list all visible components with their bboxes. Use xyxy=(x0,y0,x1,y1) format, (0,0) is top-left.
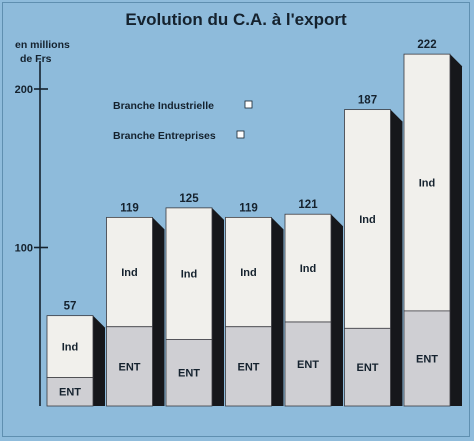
segment-label-ent: ENT xyxy=(178,368,200,380)
bar-segment-ent xyxy=(225,326,272,407)
segment-label-ind: Ind xyxy=(121,267,138,279)
chart-frame: Evolution du C.A. à l'export en millions… xyxy=(2,2,470,437)
legend-swatch-industrielle xyxy=(244,100,253,109)
legend-label-industrielle: Branche Industrielle xyxy=(113,100,214,112)
segment-label-ind: Ind xyxy=(62,342,79,354)
bar-total-label: 222 xyxy=(417,39,436,51)
bar-segment-ent xyxy=(403,310,451,407)
segment-label-ind: Ind xyxy=(359,214,376,226)
segment-label-ent: ENT xyxy=(59,387,81,399)
bar-shadow xyxy=(152,217,165,406)
bar-total-label: 57 xyxy=(64,301,77,313)
bar-segment-ent xyxy=(106,326,153,407)
bar-total-label: 125 xyxy=(179,193,199,205)
bars: Ind ENT 57 Ind ENT 119 Ind ENT 125 Ind ENT 119 Ind EN… xyxy=(46,39,462,407)
legend: Branche Industrielle Branche Entreprises xyxy=(113,100,253,142)
legend-label-entreprises: Branche Entreprises xyxy=(113,130,216,142)
y-axis: 100 200 xyxy=(15,61,48,406)
bar-segment-ent xyxy=(284,321,332,407)
y-tick-label: 200 xyxy=(15,84,33,96)
segment-label-ent: ENT xyxy=(416,353,438,365)
bar-shadow xyxy=(212,207,224,406)
bar-segment-ind xyxy=(403,53,451,312)
y-axis-unit-line-2: de Frs xyxy=(20,53,52,65)
bar-group: Ind ENT 222 xyxy=(403,39,462,407)
bar-shadow xyxy=(331,214,343,406)
bar-segment-ent xyxy=(46,377,94,407)
segment-label-ent: ENT xyxy=(297,359,319,371)
bar-total-label: 187 xyxy=(358,95,377,107)
segment-label-ind: Ind xyxy=(181,269,198,281)
y-axis-unit-line-1: en millions xyxy=(15,39,70,51)
bar-shadow xyxy=(450,54,462,406)
legend-swatch-entreprises xyxy=(236,130,245,139)
bar-total-label: 119 xyxy=(120,202,139,214)
bar-shadow xyxy=(271,217,284,406)
bar-group: Ind ENT 125 xyxy=(165,193,224,407)
bar-shadow xyxy=(93,315,105,406)
bar-segment-ind xyxy=(106,216,153,328)
bar-group: Ind ENT 119 xyxy=(106,202,165,407)
segment-label-ind: Ind xyxy=(419,178,436,190)
bar-segment-ind xyxy=(46,315,94,378)
segment-label-ent: ENT xyxy=(357,362,379,374)
bar-shadow xyxy=(390,109,403,406)
bar-segment-ent xyxy=(344,327,391,407)
bar-group: Ind ENT 121 xyxy=(284,199,343,407)
export-revenue-chart: Evolution du C.A. à l'export en millions… xyxy=(15,10,462,407)
segment-label-ent: ENT xyxy=(238,361,260,373)
chart-title: Evolution du C.A. à l'export xyxy=(125,10,347,29)
bar-group: Ind ENT 57 xyxy=(46,301,105,407)
segment-label-ind: Ind xyxy=(300,263,317,275)
segment-label-ent: ENT xyxy=(119,361,141,373)
bar-segment-ind xyxy=(225,216,272,328)
bar-group: Ind ENT 119 xyxy=(225,202,284,407)
bar-total-label: 121 xyxy=(298,199,318,211)
bar-group: Ind ENT 187 xyxy=(344,95,403,407)
y-tick-label: 100 xyxy=(15,243,33,255)
bar-segment-ind xyxy=(284,213,332,323)
bar-segment-ent xyxy=(165,339,213,407)
segment-label-ind: Ind xyxy=(240,267,257,279)
bar-total-label: 119 xyxy=(239,202,258,214)
